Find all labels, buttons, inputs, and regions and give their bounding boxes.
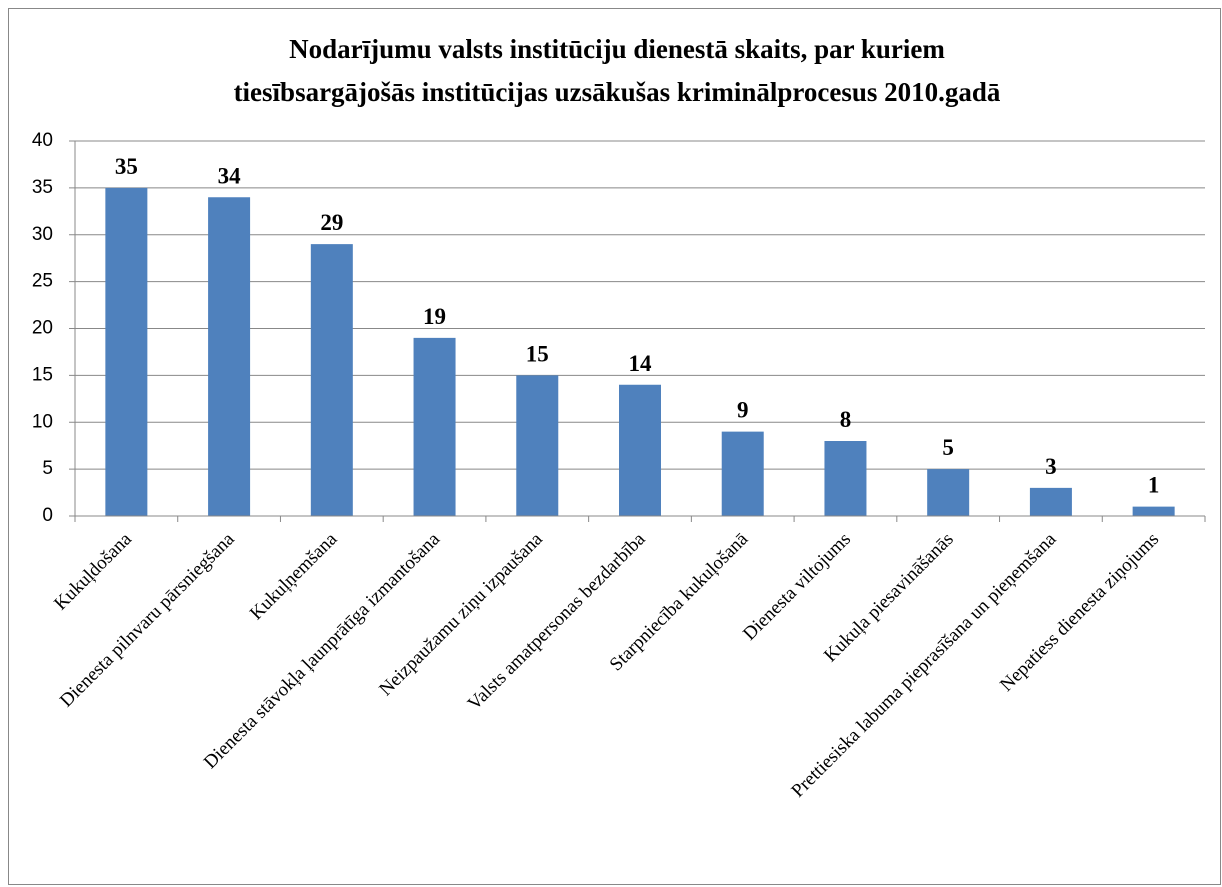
y-tick-label: 25 [32, 271, 53, 292]
y-tick-label: 5 [42, 458, 53, 479]
bar [105, 187, 148, 516]
bar [413, 337, 456, 516]
y-tick-label: 20 [32, 318, 53, 339]
data-label: 35 [115, 154, 138, 179]
data-label: 8 [840, 407, 852, 432]
y-tick-label: 10 [32, 411, 53, 432]
bar [1029, 487, 1072, 516]
chart-title: Nodarījumu valsts institūciju dienestā s… [289, 34, 945, 64]
bar [619, 384, 661, 516]
y-tick-label: 0 [42, 505, 53, 526]
bar [516, 375, 559, 516]
y-tick-label: 40 [32, 130, 53, 151]
data-label: 15 [526, 341, 549, 366]
bar [1132, 506, 1175, 516]
data-label: 19 [423, 304, 446, 329]
data-label: 14 [629, 351, 653, 376]
data-label: 29 [320, 210, 343, 235]
data-label: 34 [218, 163, 242, 188]
bar [208, 197, 251, 516]
chart-border [8, 8, 1221, 885]
bar [721, 431, 764, 516]
data-label: 3 [1045, 454, 1057, 479]
data-label: 1 [1148, 473, 1160, 498]
data-label: 9 [737, 398, 749, 423]
y-tick-label: 35 [32, 177, 53, 198]
data-label: 5 [942, 435, 954, 460]
chart-title: tiesībsargājošās institūcijas uzsākušas … [234, 77, 1001, 107]
bar [927, 469, 970, 516]
y-tick-label: 15 [32, 364, 53, 385]
bar [310, 244, 353, 516]
bar [824, 441, 867, 516]
y-tick-label: 30 [32, 224, 53, 245]
